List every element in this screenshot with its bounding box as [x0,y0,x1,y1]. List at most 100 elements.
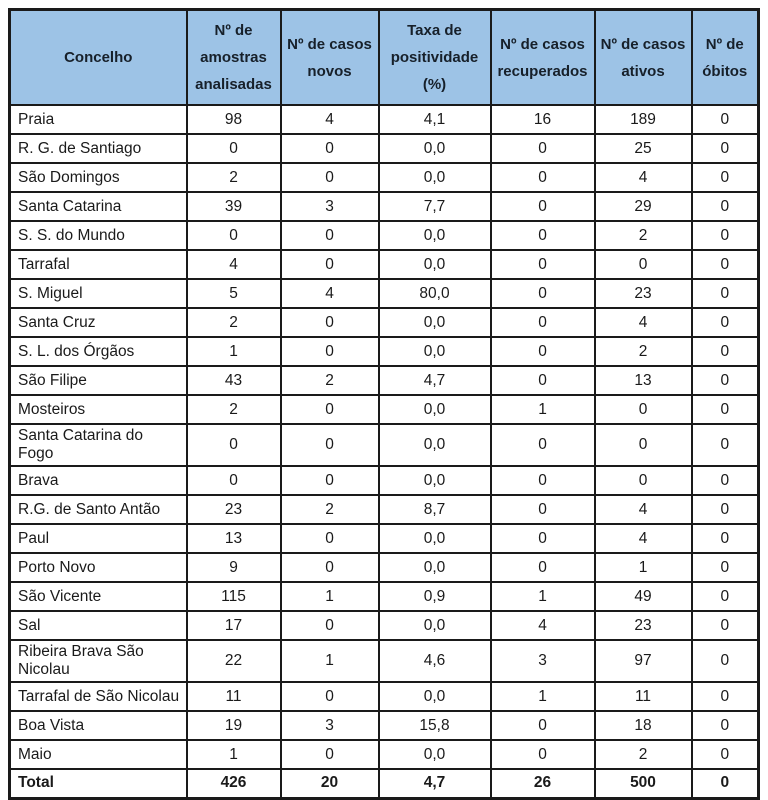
column-header-line: amostras [200,49,267,66]
table-row: São Vicente 115 1 0,9 1 49 0 [8,581,760,612]
cell-value: 1 [593,552,693,583]
cell-value: 0,0 [377,162,492,193]
cell-value: 0 [593,249,693,280]
cell-value: 0 [279,465,380,496]
concelho-name: S. Miguel [8,278,188,309]
cell-value: 11 [593,681,693,712]
column-header-casos-ativos: Nº de casos ativos [593,8,693,106]
cell-value: 0 [279,220,380,251]
cell-value: 2 [185,307,282,338]
cell-value: 0,0 [377,336,492,367]
cell-value: 26 [489,768,596,799]
cell-value: 16 [489,104,596,135]
cell-value: 0,0 [377,220,492,251]
table-row: São Domingos 2 0 0,0 0 4 0 [8,162,760,193]
concelho-name: São Filipe [8,365,188,396]
cell-value: 0 [489,739,596,770]
cell-value: 0,0 [377,133,492,164]
cell-value: 0 [279,162,380,193]
cell-value: 0,9 [377,581,492,612]
cell-value: 1 [489,394,596,425]
concelho-name: S. S. do Mundo [8,220,188,251]
table-row: Sal 17 0 0,0 4 23 0 [8,610,760,641]
cell-value: 0 [690,191,760,222]
concelho-name: Santa Catarina [8,191,188,222]
cell-value: 29 [593,191,693,222]
total-label: Total [8,768,188,799]
cell-value: 0,0 [377,610,492,641]
cell-value: 0 [185,133,282,164]
cell-value: 4 [593,494,693,525]
cell-value: 0 [489,133,596,164]
cell-value: 4 [279,104,380,135]
cell-value: 0,0 [377,552,492,583]
cell-value: 4,6 [377,639,492,683]
column-header-casos-recuperados: Nº de casos recuperados [489,8,596,106]
column-header-line: (%) [422,76,447,93]
cell-value: 426 [185,768,282,799]
concelho-name: Paul [8,523,188,554]
table-row: R.G. de Santo Antão 23 2 8,7 0 4 0 [8,494,760,525]
table-body: Praia 98 4 4,1 16 189 0 R. G. de Santiago 0 0 0,0 0… [8,104,760,799]
cell-value: 0 [489,191,596,222]
cell-value: 4 [185,249,282,280]
cell-value: 0 [489,523,596,554]
cell-value: 4,7 [377,365,492,396]
cell-value: 0 [593,423,693,467]
cell-value: 0 [185,423,282,467]
cell-value: 0 [690,220,760,251]
concelho-name: Sal [8,610,188,641]
cell-value: 15,8 [377,710,492,741]
cell-value: 0 [593,465,693,496]
cell-value: 97 [593,639,693,683]
table-header-row: Concelho Nº de amostras analisadas Nº de cas… [8,8,760,106]
column-header-line: ativos [621,62,665,80]
cell-value: 4,1 [377,104,492,135]
cell-value: 4 [593,162,693,193]
cell-value: 0 [279,423,380,467]
cell-value: 0 [279,552,380,583]
cell-value: 0 [185,465,282,496]
cell-value: 0 [690,394,760,425]
concelho-name: Brava [8,465,188,496]
concelho-name: Santa Catarina do Fogo [8,423,188,467]
cell-value: 0 [690,610,760,641]
cell-value: 11 [185,681,282,712]
column-header-amostras-analisadas: Nº de amostras analisadas [185,8,282,106]
cell-value: 0 [489,278,596,309]
cell-value: 98 [185,104,282,135]
column-header-obitos: Nº de óbitos [690,8,760,106]
concelho-name: R. G. de Santiago [8,133,188,164]
cell-value: 0 [489,220,596,251]
column-header-line: Nº de casos [600,35,686,53]
cell-value: 0 [489,494,596,525]
cell-value: 0 [690,365,760,396]
table-row: Santa Cruz 2 0 0,0 0 4 0 [8,307,760,338]
concelho-name: Ribeira Brava São Nicolau [8,639,188,683]
concelho-name: Tarrafal de São Nicolau [8,681,188,712]
total-row: Total 426 20 4,7 26 500 0 [8,768,760,799]
concelho-name: Santa Cruz [8,307,188,338]
table-row: Maio 1 0 0,0 0 2 0 [8,739,760,770]
cell-value: 0,0 [377,739,492,770]
cell-value: 4,7 [377,768,492,799]
cell-value: 2 [185,162,282,193]
table-row: Mosteiros 2 0 0,0 1 0 0 [8,394,760,425]
cell-value: 0,0 [377,423,492,467]
concelho-name: Praia [8,104,188,135]
cell-value: 0 [690,465,760,496]
cell-value: 5 [185,278,282,309]
cell-value: 23 [593,278,693,309]
cell-value: 1 [279,639,380,683]
cell-value: 19 [185,710,282,741]
column-header-casos-novos: Nº de casos novos [279,8,380,106]
column-header-line: óbitos [702,62,748,80]
cell-value: 0 [593,394,693,425]
cell-value: 0 [279,336,380,367]
cell-value: 0 [185,220,282,251]
cell-value: 4 [593,307,693,338]
cell-value: 13 [185,523,282,554]
cell-value: 0 [690,278,760,309]
table-row: Tarrafal 4 0 0,0 0 0 0 [8,249,760,280]
concelho-name: Maio [8,739,188,770]
